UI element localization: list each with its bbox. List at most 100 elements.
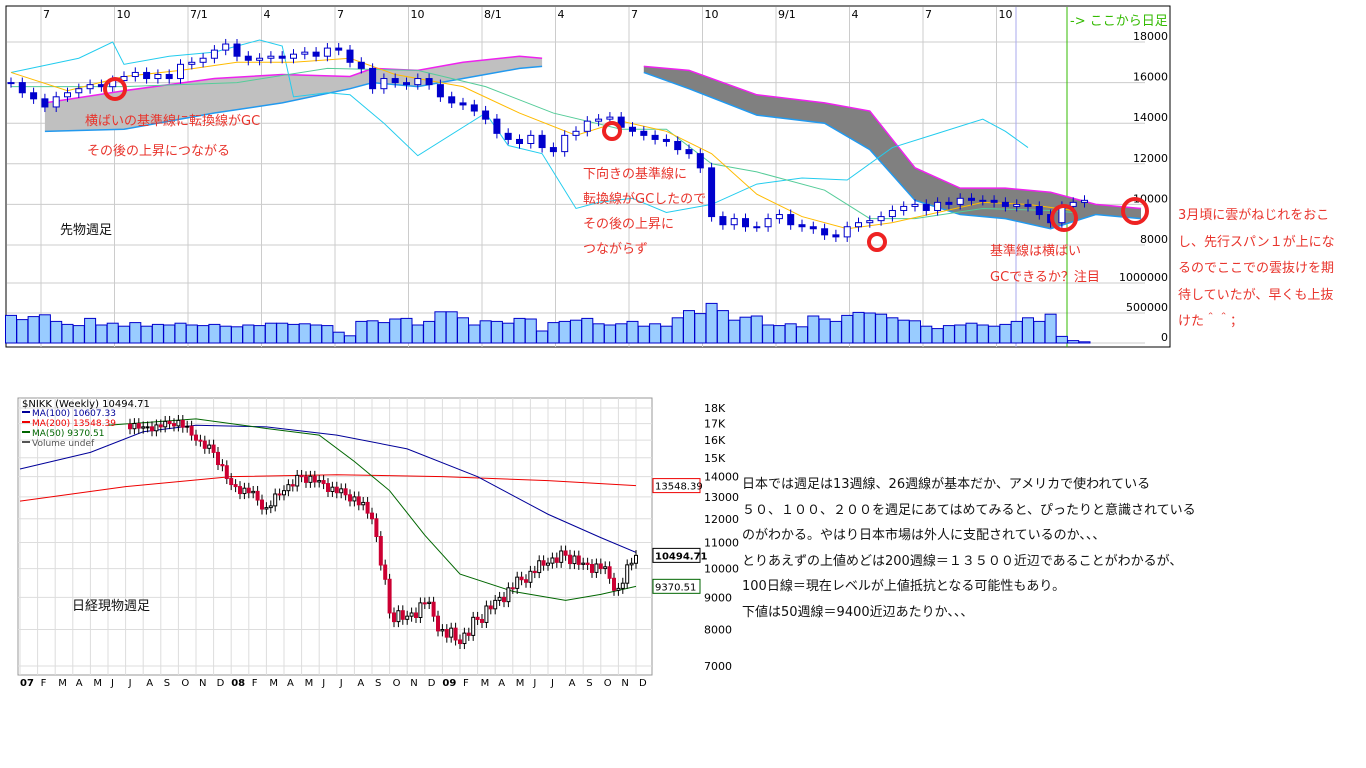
candle	[506, 587, 511, 603]
candle	[1024, 203, 1032, 207]
candle	[405, 615, 410, 620]
x-tick-label: M	[93, 678, 102, 689]
volume-bar	[276, 322, 289, 344]
x-tick-label: J	[128, 678, 132, 689]
legend-swatch	[22, 431, 30, 433]
volume-bar	[84, 317, 97, 344]
volume-bar	[762, 324, 775, 344]
candle	[515, 576, 520, 589]
candle	[207, 444, 212, 449]
volume-bar	[366, 320, 379, 344]
legend-swatch	[22, 441, 30, 443]
candle	[488, 605, 493, 610]
candle	[244, 55, 252, 61]
volume-bar	[197, 325, 210, 344]
highlight-circle	[1121, 197, 1149, 225]
candle	[504, 132, 512, 140]
candle	[273, 493, 278, 507]
candle	[572, 130, 580, 136]
note-down-3: その後の上昇に	[583, 217, 675, 232]
x-tick-label: O	[393, 678, 401, 689]
volume-bar	[886, 317, 899, 344]
candle	[403, 82, 410, 86]
note-kijun-2: GCできるか？注目	[990, 270, 1100, 285]
candle	[934, 201, 942, 211]
candle	[255, 490, 260, 501]
candle	[510, 587, 515, 590]
candle	[304, 476, 308, 483]
candle	[150, 426, 154, 432]
candle	[308, 475, 313, 483]
x-tick-label: 09	[442, 678, 456, 689]
candle	[583, 120, 591, 132]
candle	[339, 488, 344, 494]
x-tick-label: 7	[43, 8, 50, 21]
candle	[180, 419, 185, 428]
ma200-last-label-box	[652, 478, 701, 494]
candle	[199, 57, 207, 63]
volume-bar	[389, 318, 402, 344]
volume-bar	[694, 313, 707, 344]
y-tick-label: 14000	[704, 471, 739, 484]
candle	[527, 134, 535, 145]
candle	[576, 555, 581, 565]
candle	[459, 102, 467, 106]
candle	[554, 557, 559, 563]
volume-bar	[310, 324, 323, 344]
candle	[563, 550, 568, 556]
candle	[594, 563, 599, 573]
candle	[629, 126, 636, 132]
volume-bar	[423, 320, 436, 344]
candle	[431, 601, 436, 617]
note-down-4: つながらず	[583, 242, 648, 257]
candle	[210, 49, 218, 59]
candle	[326, 483, 330, 492]
candle	[516, 138, 523, 145]
candle	[855, 222, 862, 228]
candle	[418, 602, 423, 618]
volume-bar	[468, 324, 481, 344]
candle	[224, 465, 229, 480]
candle	[685, 149, 693, 155]
x-tick-label: F	[252, 678, 258, 689]
candle	[18, 82, 26, 94]
x-tick-label: A	[498, 678, 505, 689]
volume-bar	[50, 320, 63, 344]
y-tick-label: 10000	[704, 563, 739, 576]
candle	[616, 587, 621, 591]
candle	[251, 490, 256, 494]
y-tick-label: 15K	[704, 452, 726, 465]
volume-bar	[976, 324, 989, 344]
candle	[290, 484, 295, 487]
candle	[1035, 205, 1043, 216]
volume-bar	[344, 335, 356, 344]
volume-bar	[909, 320, 921, 344]
candle	[877, 216, 885, 222]
volume-bar	[513, 317, 526, 344]
candle	[458, 639, 462, 645]
volume-bar	[829, 320, 842, 344]
volume-bar	[547, 322, 560, 344]
candle	[299, 474, 304, 478]
note-rise: その後の上昇につながる	[87, 144, 231, 159]
candle	[620, 582, 625, 589]
volume-bar	[615, 323, 628, 344]
candle	[911, 203, 919, 207]
candle	[466, 632, 471, 636]
candle	[185, 425, 190, 428]
legend-entry: MA(100) 10607.33	[32, 409, 116, 419]
x-tick-label: A	[569, 678, 576, 689]
candle	[595, 118, 603, 122]
candle	[449, 627, 454, 638]
volume-bar	[355, 320, 368, 344]
volume-bar	[332, 331, 345, 344]
candle	[343, 488, 348, 496]
candle	[968, 197, 975, 201]
volume-bar	[841, 314, 854, 344]
candle	[312, 475, 317, 483]
volume-bar	[106, 322, 119, 344]
candle	[409, 612, 414, 617]
x-tick-label: M	[516, 678, 525, 689]
x-tick-label: N	[199, 678, 206, 689]
